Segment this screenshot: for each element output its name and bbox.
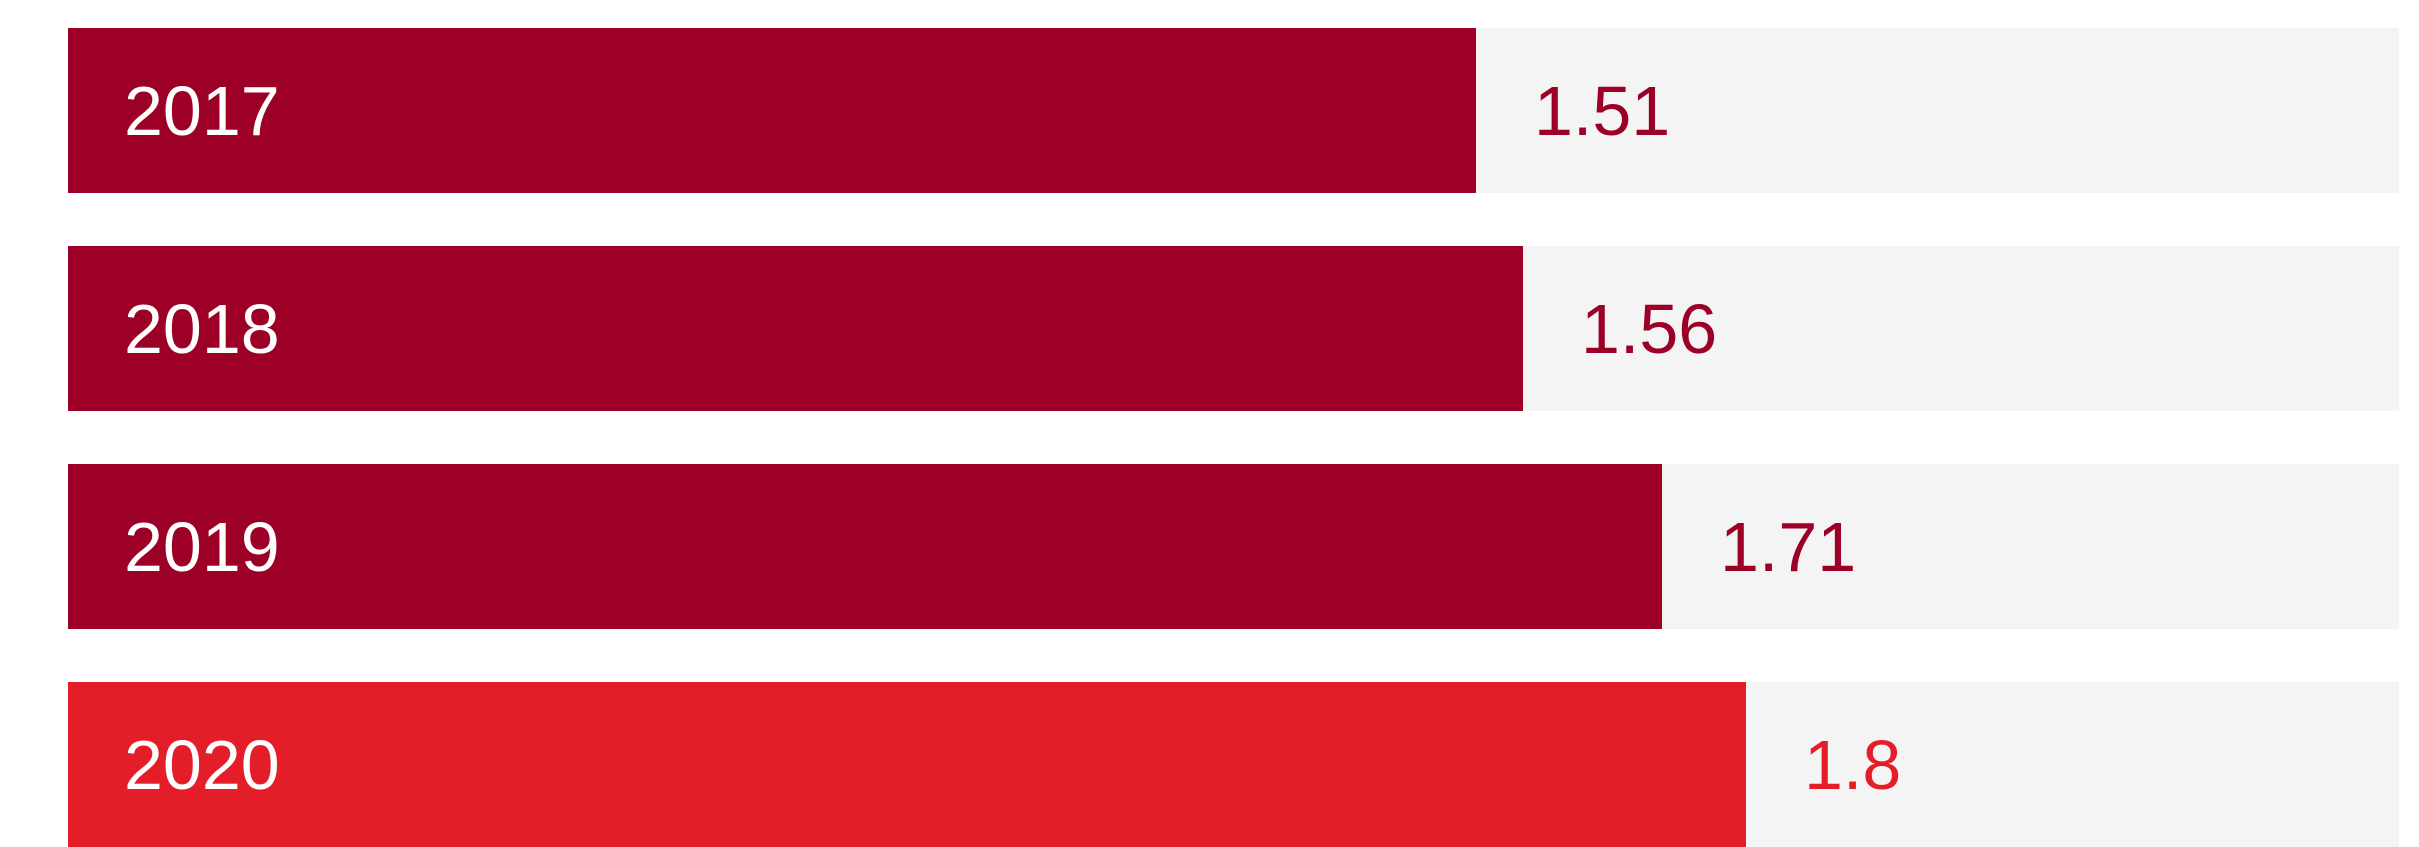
bar-2019: 2019 xyxy=(68,464,1662,629)
category-label-2018: 2018 xyxy=(124,289,280,368)
bar-track-2018: 2018 1.56 xyxy=(68,246,2399,411)
bar-2020: 2020 xyxy=(68,682,1746,847)
category-label-2019: 2019 xyxy=(124,507,280,586)
bar-2017: 2017 xyxy=(68,28,1476,193)
bar-chart: 2017 1.51 2018 1.56 2019 1.71 2020 1.8 xyxy=(68,28,2399,847)
bar-track-2019: 2019 1.71 xyxy=(68,464,2399,629)
value-label-2020: 1.8 xyxy=(1804,725,1902,804)
value-label-2017: 1.51 xyxy=(1534,71,1671,150)
bar-track-2017: 2017 1.51 xyxy=(68,28,2399,193)
category-label-2020: 2020 xyxy=(124,725,280,804)
value-label-2018: 1.56 xyxy=(1581,289,1718,368)
bar-2018: 2018 xyxy=(68,246,1523,411)
bar-track-2020: 2020 1.8 xyxy=(68,682,2399,847)
category-label-2017: 2017 xyxy=(124,71,280,150)
value-label-2019: 1.71 xyxy=(1720,507,1857,586)
